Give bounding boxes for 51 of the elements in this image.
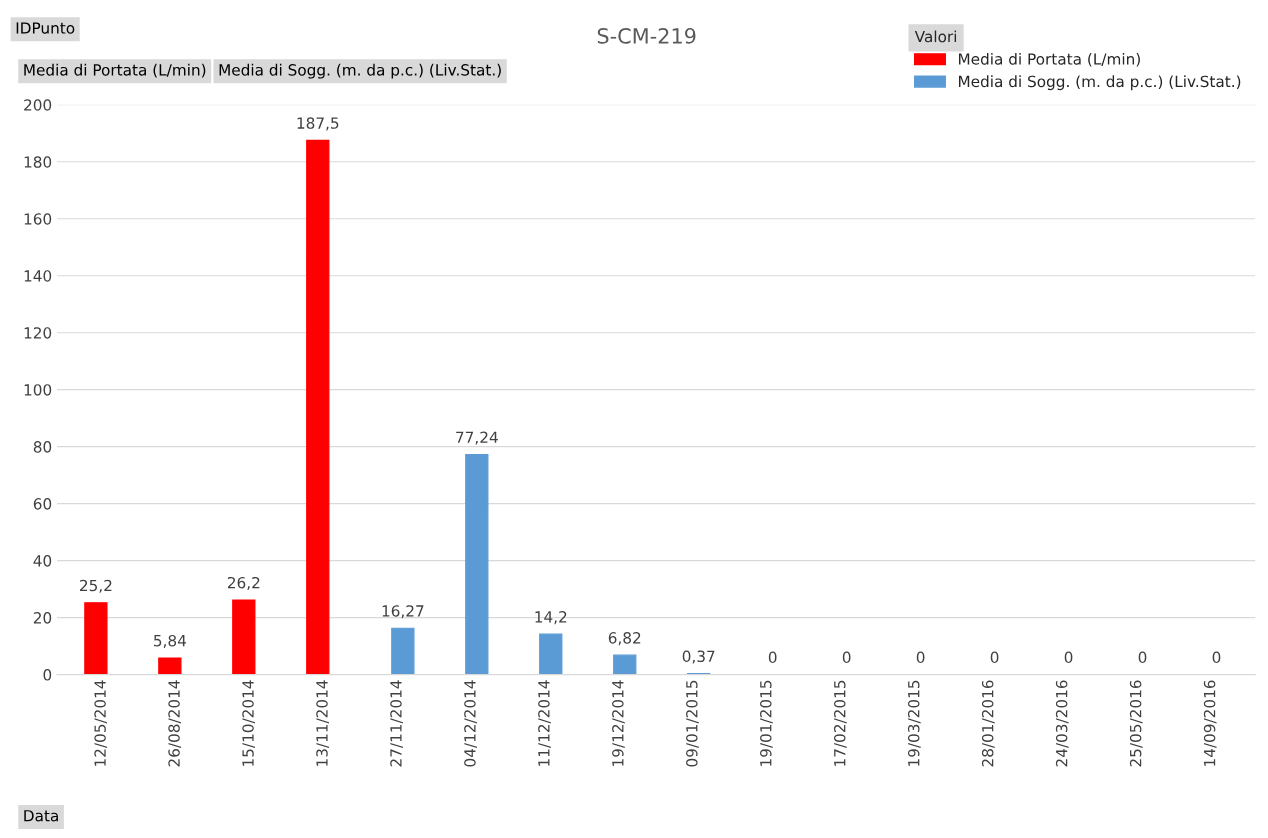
legend-label: Media di Portata (L/min) [958, 52, 1140, 67]
x-tick-label: 25/05/2016 [1129, 680, 1143, 767]
y-tick-label: 80 [33, 441, 52, 453]
text: Data [24, 810, 58, 822]
x-tick-label: 17/02/2015 [833, 680, 847, 766]
data-label: 77,24 [456, 431, 498, 445]
y-tick-label: 180 [24, 156, 52, 168]
x-tick-label: 26/08/2014 [168, 680, 182, 767]
y-tick-label: 20 [33, 612, 52, 624]
data-label: 0 [768, 651, 777, 664]
y-tick-label: 120 [24, 327, 52, 339]
data-label: 16,27 [382, 605, 424, 619]
y-tick-label: 140 [24, 270, 52, 282]
x-tick-label: 11/12/2014 [538, 680, 551, 766]
x-tick-label: 19/03/2015 [907, 680, 921, 766]
text: IDPunto [16, 22, 75, 34]
x-tick-label: 04/12/2014 [464, 680, 477, 767]
data-label: 0 [916, 651, 925, 664]
data-label: 5,84 [154, 634, 187, 648]
data-label: 0 [990, 651, 999, 664]
y-tick-label: 200 [24, 99, 52, 111]
y-tick-label: 60 [33, 498, 52, 510]
data-label: 0 [1138, 651, 1147, 664]
x-tick-label: 13/11/2014 [316, 680, 329, 766]
text: Media di Portata (L/min) [24, 63, 206, 78]
data-label: 6,82 [608, 632, 641, 646]
x-tick-label: 27/11/2014 [390, 680, 403, 767]
legend-label: Media di Sogg. (m. da p.c.) (Liv.Stat.) [958, 75, 1241, 91]
data-label: 14,2 [535, 611, 567, 625]
y-tick-label: 40 [33, 555, 52, 567]
data-label: 0 [1212, 651, 1221, 664]
x-tick-label: 19/01/2015 [760, 680, 773, 766]
y-tick-label: 100 [24, 384, 52, 396]
data-label: 26,2 [227, 576, 260, 590]
x-tick-label: 09/01/2015 [686, 680, 699, 767]
legend-title: Valori [914, 30, 957, 43]
x-tick-label: 12/05/2014 [94, 680, 108, 766]
x-tick-label: 24/03/2016 [1055, 680, 1069, 767]
x-tick-label: 15/10/2014 [242, 680, 256, 766]
data-label: 187,5 [297, 117, 339, 131]
data-label: 0 [842, 651, 851, 664]
y-tick-label: 0 [43, 669, 52, 681]
x-tick-label: 19/12/2014 [612, 680, 625, 766]
x-tick-label: 14/09/2016 [1203, 680, 1217, 766]
chart-title: S-CM-219 [597, 28, 696, 44]
y-tick-label: 160 [24, 213, 52, 225]
text: Media di Sogg. (m. da p.c.) (Liv.Stat.) [219, 63, 501, 79]
data-label: 25,2 [80, 579, 112, 593]
data-label: 0,37 [682, 650, 715, 664]
data-label: 0 [1064, 651, 1073, 664]
x-tick-label: 28/01/2016 [981, 680, 995, 767]
